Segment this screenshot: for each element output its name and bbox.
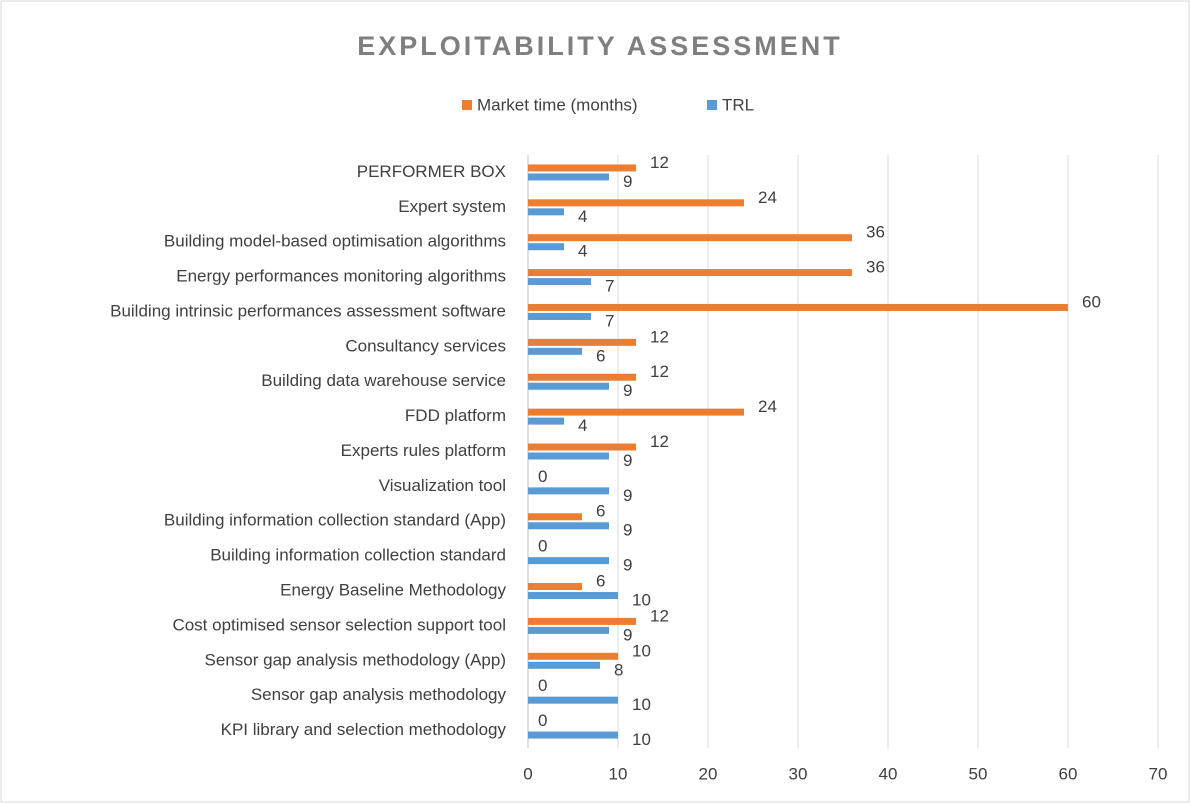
y-tick-label: Cost optimised sensor selection support …: [172, 615, 506, 634]
value-label: 4: [578, 242, 587, 261]
x-tick-label: 0: [523, 764, 532, 783]
bar: [528, 347, 582, 355]
chart-title: EXPLOITABILITY ASSESSMENT: [357, 31, 843, 61]
bar: [528, 338, 636, 346]
bar: [528, 208, 564, 216]
bar: [528, 557, 609, 565]
bar: [528, 408, 744, 416]
value-label: 9: [623, 486, 632, 505]
value-label: 6: [596, 502, 605, 521]
y-tick-label: Sensor gap analysis methodology: [251, 685, 507, 704]
value-label: 9: [623, 172, 632, 191]
bar: [528, 173, 609, 181]
bar: [528, 652, 618, 660]
value-label: 12: [650, 153, 669, 172]
x-tick-label: 30: [789, 764, 808, 783]
y-tick-label: Building data warehouse service: [261, 371, 506, 390]
bar: [528, 164, 636, 172]
bar: [528, 731, 618, 739]
bar: [528, 243, 564, 251]
y-tick-label: Building information collection standard…: [164, 511, 506, 530]
y-tick-label: FDD platform: [405, 406, 506, 425]
value-label: 7: [605, 277, 614, 296]
value-label: 12: [650, 606, 669, 625]
value-label: 36: [866, 258, 885, 277]
bar: [528, 626, 609, 634]
bar: [528, 417, 564, 425]
bar: [528, 583, 582, 591]
value-label: 12: [650, 327, 669, 346]
legend-swatch: [462, 100, 472, 110]
value-label: 0: [538, 711, 547, 730]
y-tick-label: KPI library and selection methodology: [221, 720, 507, 739]
value-label: 8: [614, 660, 623, 679]
bar: [528, 382, 609, 390]
y-tick-label: Expert system: [398, 197, 506, 216]
bar: [528, 234, 852, 242]
bar: [528, 269, 852, 277]
value-label: 10: [632, 641, 651, 660]
y-tick-label: Energy Baseline Methodology: [280, 581, 506, 600]
bar: [528, 487, 609, 495]
x-tick-label: 20: [699, 764, 718, 783]
value-label: 24: [758, 397, 777, 416]
y-tick-label: Building intrinsic performances assessme…: [110, 301, 506, 320]
legend-label: TRL: [722, 95, 754, 114]
bar: [528, 199, 744, 207]
value-label: 6: [596, 346, 605, 365]
y-tick-label: Energy performances monitoring algorithm…: [176, 267, 506, 286]
bar: [528, 303, 1068, 311]
y-tick-label: Building model-based optimisation algori…: [164, 232, 506, 251]
y-tick-label: Building information collection standard: [210, 546, 506, 565]
y-tick-label: Experts rules platform: [341, 441, 506, 460]
value-label: 9: [623, 625, 632, 644]
value-label: 10: [632, 730, 651, 749]
bar: [528, 522, 609, 530]
value-label: 0: [538, 676, 547, 695]
value-label: 4: [578, 207, 587, 226]
value-label: 36: [866, 223, 885, 242]
y-tick-label: Consultancy services: [345, 336, 506, 355]
value-label: 9: [623, 521, 632, 540]
value-label: 9: [623, 381, 632, 400]
bar: [528, 696, 618, 704]
value-label: 6: [596, 572, 605, 591]
bar: [528, 592, 618, 600]
y-tick-label: PERFORMER BOX: [357, 162, 506, 181]
bar: [528, 443, 636, 451]
x-tick-label: 60: [1059, 764, 1078, 783]
value-label: 10: [632, 591, 651, 610]
bar: [528, 513, 582, 521]
value-label: 9: [623, 451, 632, 470]
bar: [528, 312, 591, 320]
value-label: 60: [1082, 292, 1101, 311]
legend-label: Market time (months): [477, 95, 638, 114]
x-tick-label: 50: [969, 764, 988, 783]
bar: [528, 373, 636, 381]
x-tick-label: 70: [1149, 764, 1168, 783]
value-label: 12: [650, 362, 669, 381]
y-tick-label: Visualization tool: [379, 476, 506, 495]
value-label: 7: [605, 311, 614, 330]
value-label: 24: [758, 188, 777, 207]
bar: [528, 617, 636, 625]
value-label: 0: [538, 537, 547, 556]
value-label: 9: [623, 556, 632, 575]
value-label: 10: [632, 695, 651, 714]
value-label: 0: [538, 467, 547, 486]
x-tick-label: 40: [879, 764, 898, 783]
legend-swatch: [707, 100, 717, 110]
value-label: 12: [650, 432, 669, 451]
bar: [528, 278, 591, 286]
bar: [528, 661, 600, 669]
x-tick-label: 10: [609, 764, 628, 783]
value-label: 4: [578, 416, 587, 435]
y-tick-label: Sensor gap analysis methodology (App): [205, 650, 506, 669]
bar: [528, 452, 609, 460]
